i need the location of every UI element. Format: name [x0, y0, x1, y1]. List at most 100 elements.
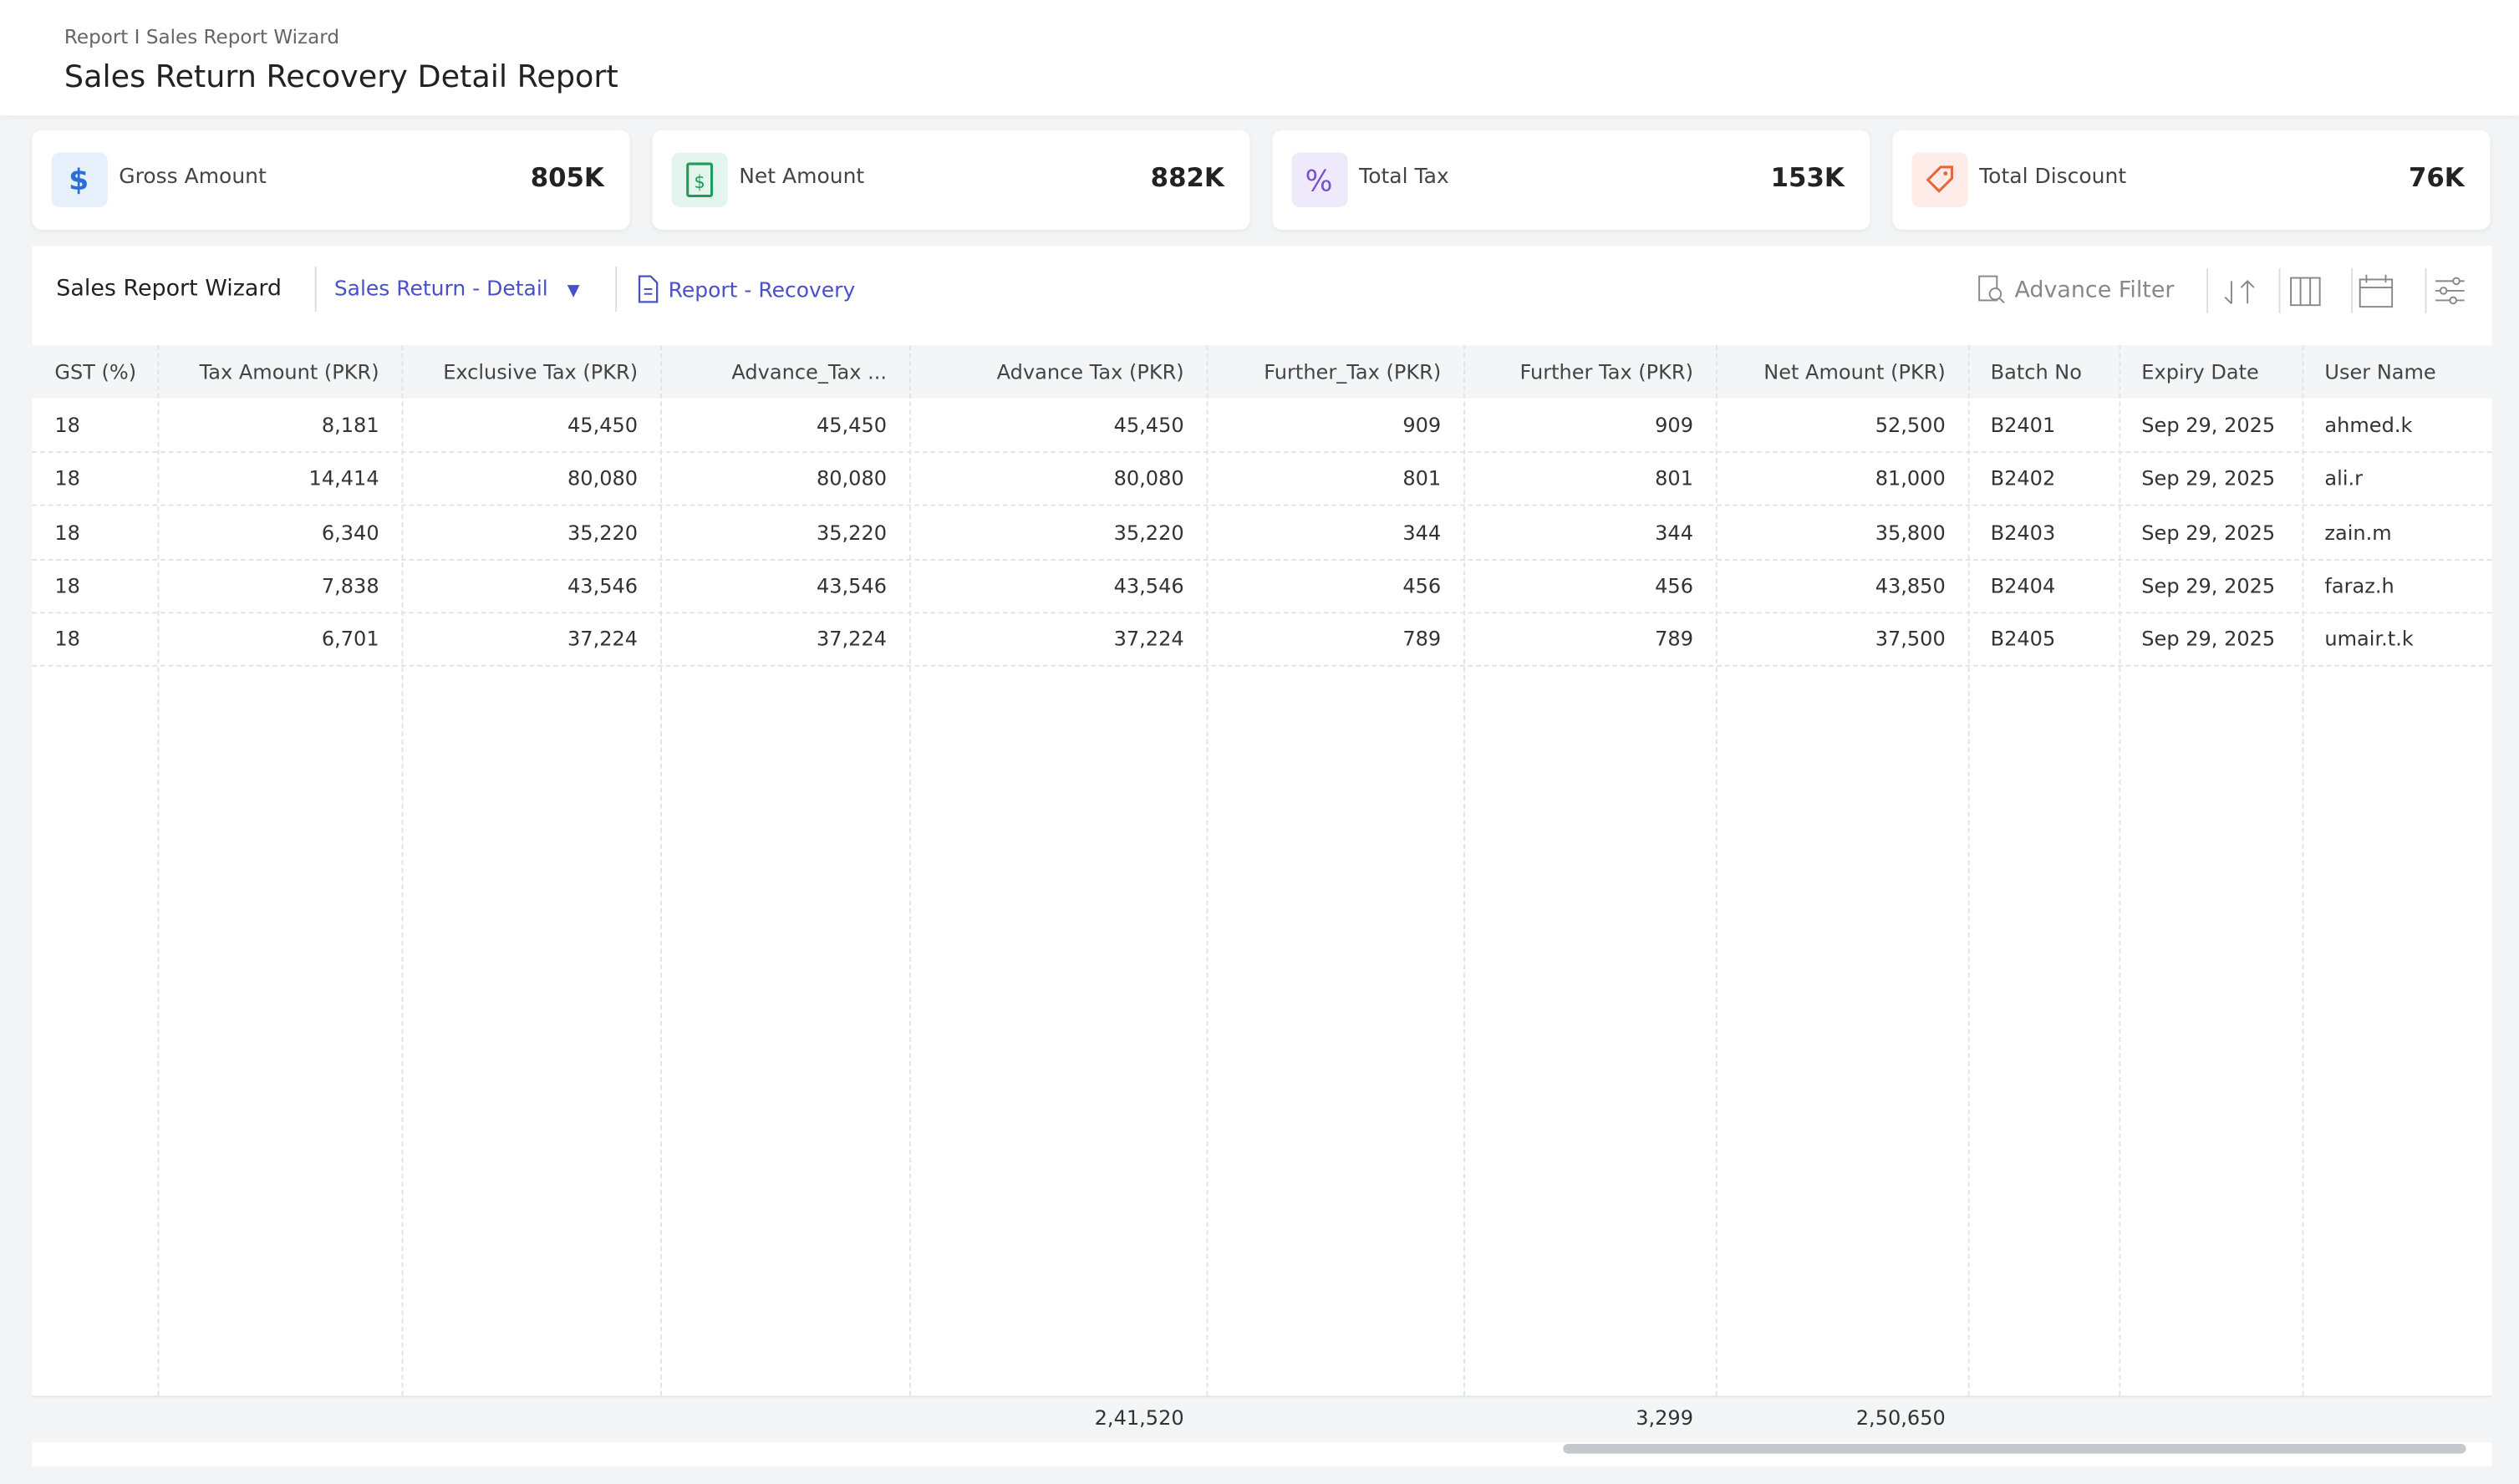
- table-cell: 909: [1402, 413, 1442, 437]
- divider: [615, 267, 618, 312]
- table-cell: 789: [1402, 627, 1442, 651]
- card-icon: [1911, 152, 1968, 207]
- table-cell: 37,224: [567, 627, 639, 651]
- table-cell: 45,450: [567, 413, 639, 437]
- card-label: Total Tax: [1359, 165, 1449, 190]
- card-label: Gross Amount: [119, 165, 267, 190]
- icon: $: [686, 162, 714, 198]
- table-cell: 344: [1402, 520, 1442, 544]
- table-cell: 35,220: [1113, 520, 1184, 544]
- table-cell: 801: [1402, 466, 1442, 490]
- column-divider: [1206, 345, 1209, 1396]
- column-divider: [1967, 345, 1970, 1396]
- table-cell: 43,850: [1875, 573, 1946, 597]
- filter-icon: [1978, 275, 2005, 304]
- row-divider: [32, 665, 2492, 668]
- caret: ▼: [567, 282, 580, 301]
- table-cell: 43,546: [816, 573, 888, 597]
- totals-bg: [32, 1395, 2492, 1443]
- toolbar-title: Sales Report Wizard: [56, 276, 282, 302]
- table-cell: 14,414: [308, 466, 379, 490]
- table-cell: 35,800: [1875, 520, 1946, 544]
- column-divider: [908, 345, 911, 1396]
- card-value: 153K: [1770, 162, 1845, 193]
- card-label: Net Amount: [739, 165, 865, 190]
- column-divider: [1715, 345, 1718, 1396]
- row-divider: [32, 451, 2492, 454]
- table-cell: 456: [1655, 573, 1693, 597]
- column-header: GST (%): [54, 359, 137, 384]
- table-cell: 18: [54, 520, 80, 544]
- column-header: Expiry Date: [2141, 359, 2259, 384]
- column-header: User Name: [2324, 359, 2436, 384]
- report-panel: Sales Report Wizard Sales Return - Detai…: [32, 246, 2492, 1466]
- table-cell: 80,080: [816, 466, 888, 490]
- table-cell: 81,000: [1875, 466, 1946, 490]
- table-cell: 80,080: [567, 466, 639, 490]
- page-title: Sales Return Recovery Detail Report: [64, 59, 618, 95]
- column-header: Further_Tax (PKR): [1264, 359, 1442, 384]
- column-header: Batch No: [1990, 359, 2082, 384]
- table-cell: 45,450: [816, 413, 888, 437]
- table-cell: B2405: [1990, 627, 2056, 651]
- column-divider: [1463, 345, 1466, 1396]
- table-cell: B2402: [1990, 466, 2056, 490]
- view-dropdown[interactable]: Sales Return - Detail ▼: [334, 278, 580, 302]
- table-cell: 789: [1655, 627, 1693, 651]
- row-divider: [32, 505, 2492, 507]
- card-icon: %: [1291, 152, 1348, 207]
- table-cell: 6,340: [321, 520, 379, 544]
- advance-filter[interactable]: Advance Filter: [1976, 275, 2174, 304]
- table-cell: 18: [54, 413, 80, 437]
- table-cell: 35,220: [567, 520, 639, 544]
- breadcrumb: Report I Sales Report Wizard: [64, 25, 340, 48]
- icon: [1926, 165, 1954, 193]
- table-cell: 43,546: [1113, 573, 1184, 597]
- svg-text:%: %: [1305, 165, 1333, 199]
- column-divider: [660, 345, 662, 1396]
- column-divider: [2302, 345, 2304, 1396]
- table-cell: zain.m: [2324, 520, 2392, 544]
- column-divider: [401, 345, 404, 1396]
- table-cell: umair.t.k: [2324, 627, 2414, 651]
- svg-text:$: $: [694, 171, 705, 192]
- table-cell: 6,701: [321, 627, 379, 651]
- row-divider: [32, 612, 2492, 614]
- table-cell: 7,838: [321, 573, 379, 597]
- table-cell: ahmed.k: [2324, 413, 2413, 437]
- divider: [314, 267, 317, 312]
- view-label: Sales Return - Detail: [333, 277, 548, 302]
- doc-icon: [638, 275, 659, 303]
- table-cell: faraz.h: [2324, 573, 2394, 597]
- column-header: Tax Amount (PKR): [199, 359, 379, 384]
- report-link[interactable]: Report - Recovery: [634, 275, 856, 304]
- summary-card: Total Discount 76K: [1892, 130, 2491, 230]
- column-header: Further Tax (PKR): [1519, 359, 1693, 384]
- table-cell: B2404: [1990, 573, 2056, 597]
- table-cell: 344: [1655, 520, 1693, 544]
- scrollbar[interactable]: [1563, 1444, 2466, 1454]
- card-value: 805K: [530, 162, 604, 193]
- table-cell: Sep 29, 2025: [2141, 573, 2276, 597]
- table-cell: 45,450: [1113, 413, 1184, 437]
- report-label: Report - Recovery: [668, 279, 856, 304]
- table-cell: 43,546: [567, 573, 639, 597]
- table-cell: 909: [1655, 413, 1693, 437]
- summary-card: % Total Tax 153K: [1272, 130, 1870, 230]
- total-cell: 2,50,650: [1855, 1405, 1946, 1430]
- table-cell: 18: [54, 627, 80, 651]
- table-header-bg: [32, 345, 2492, 399]
- svg-text:$: $: [69, 164, 89, 197]
- table-cell: B2401: [1990, 413, 2056, 437]
- row-divider: [32, 558, 2492, 561]
- column-header: Advance_Tax ...: [731, 359, 888, 384]
- table-cell: B2403: [1990, 520, 2056, 544]
- table-cell: 18: [54, 573, 80, 597]
- column-header: Exclusive Tax (PKR): [443, 359, 639, 384]
- summary-card: $ Gross Amount 805K: [32, 130, 630, 230]
- toolbar-icons[interactable]: [2193, 268, 2482, 313]
- table-cell: Sep 29, 2025: [2141, 627, 2276, 651]
- card-value: 882K: [1150, 162, 1224, 193]
